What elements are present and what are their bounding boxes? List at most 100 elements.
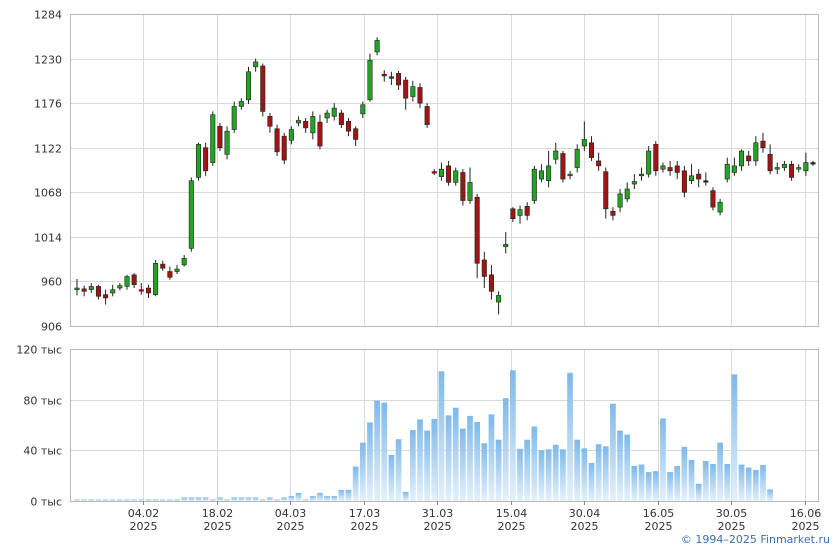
candle [453,167,459,186]
volume-bar [367,422,373,501]
volume-bar [695,483,702,501]
candle-body [360,104,366,115]
candle-body [446,165,452,183]
candle [403,76,409,110]
volume-bar [152,499,159,501]
candle [724,157,730,183]
candle-body [303,121,309,129]
date-tick-year: 2025 [718,520,746,533]
candle-body [753,142,759,162]
volume-bar [217,497,223,501]
candle-body [674,165,680,173]
volume-bar [259,499,266,501]
candle-body [731,165,737,173]
date-tick-year: 2025 [204,520,232,533]
candle [660,162,666,173]
candle-body [531,168,537,201]
volume-bar [309,495,316,501]
candle-body [524,206,530,216]
candle [181,255,187,267]
copyright-notice: © 1994–2025 Finmarket.ru [680,533,830,546]
candle [796,164,802,173]
candle [710,187,716,211]
candle-body [560,153,566,180]
candle-body [160,263,166,269]
candle [517,205,523,224]
volume-bar [545,449,552,501]
price-tick-label: 1230 [34,54,62,67]
candle [510,207,516,222]
volume-bar [188,497,195,501]
volume-bar [174,499,180,501]
candle [417,83,423,109]
candle-body [689,175,695,182]
candle [331,103,337,121]
volume-bar [560,449,566,501]
volume-frame [70,349,819,502]
volume-bar [724,464,731,501]
candle [503,231,509,254]
candle [717,198,723,216]
volume-bar [631,466,638,501]
date-tick-label: 18.02 [202,507,234,520]
candle-body [781,163,787,168]
candle-body [774,167,780,170]
candle-body [617,193,623,208]
candle-body [245,71,252,101]
price-tick-label: 1122 [34,143,62,156]
price-panel: 906 960 1014 1068 1122 1176 1230 1284 [34,9,819,334]
candle [410,80,416,102]
candle-body [331,107,337,117]
candle-body [496,295,502,303]
date-tick-label: 16.06 [790,507,822,520]
volume-bar [624,434,631,501]
candle-body [381,73,387,77]
date-tick-label: 17.03 [349,507,381,520]
candle-body [467,182,473,201]
volume-bar [445,415,452,501]
volume-bar [374,400,380,501]
date-tick-label: 30.05 [716,507,748,520]
candle-body [195,144,201,178]
candle-body [453,170,459,183]
candle [467,167,473,204]
volume-bar [338,489,345,501]
candle-body [403,79,409,99]
volume-bar [245,497,252,501]
candle-body [88,286,94,290]
candle [674,160,680,180]
volume-bar [567,372,573,501]
volume-bar [224,499,230,501]
candle [81,285,87,297]
candle [203,142,209,176]
volume-bar [124,499,130,501]
price-tick-label: 1068 [34,187,62,200]
candle-body [224,130,230,155]
volume-bar [481,443,488,501]
volume-bar [474,421,481,501]
candle [210,111,216,166]
candle-body [710,190,716,208]
volume-bar [145,499,152,501]
candle-body [317,121,323,147]
volume-bar [502,398,509,501]
volume-tick-label: 0 тыс [30,496,62,509]
volume-bar [610,403,616,501]
candle [245,66,252,104]
candle [731,157,737,176]
volume-bar [274,499,280,501]
volume-bar [381,402,388,501]
candle [767,144,773,175]
candle-body [667,167,673,172]
candle [596,152,602,171]
candle [810,160,816,166]
candle [195,142,201,181]
volume-bar [760,465,766,501]
candle-body [474,196,480,264]
candle [681,165,687,198]
candle-body [581,139,587,147]
volume-bar [752,470,759,501]
candle [353,126,359,147]
candle-body [438,168,444,177]
